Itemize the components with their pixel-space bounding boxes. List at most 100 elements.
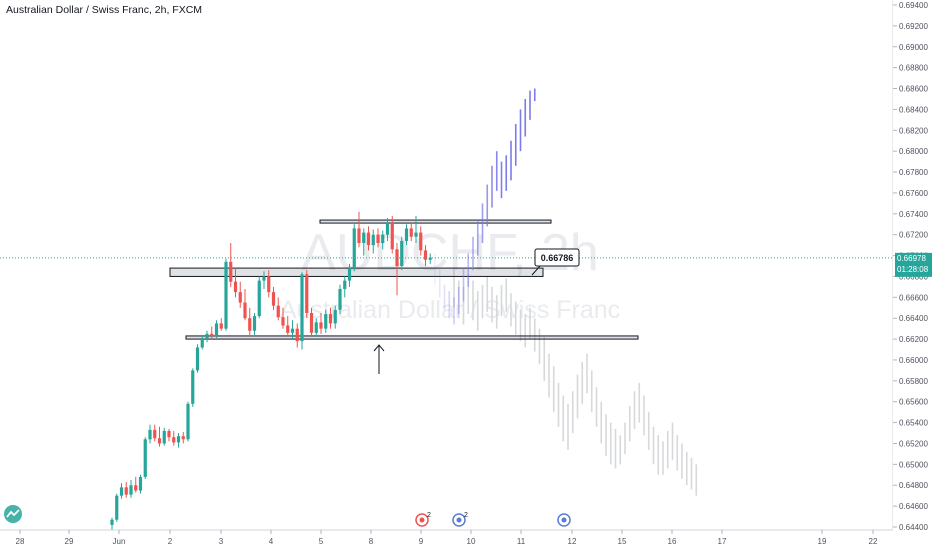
- candle: [338, 284, 342, 315]
- event-count-label: 2: [464, 512, 468, 519]
- time-tick-label: 8: [369, 537, 374, 546]
- time-tick-label: 11: [517, 537, 526, 546]
- candle: [219, 318, 223, 331]
- candle: [400, 236, 404, 271]
- price-tick-label: 0.66400: [899, 314, 928, 323]
- candle: [124, 482, 128, 498]
- candle: [238, 281, 242, 308]
- candle: [143, 437, 147, 479]
- support-resistance-zones[interactable]: [169, 219, 639, 340]
- time-tick-label: 10: [467, 537, 476, 546]
- bar-countdown-label: 01:28:08: [897, 265, 929, 274]
- candle: [409, 222, 413, 241]
- last-price-label: 0.66978: [897, 254, 926, 263]
- price-tick-label: 0.65600: [899, 398, 928, 407]
- candle: [200, 334, 204, 350]
- candle: [300, 272, 304, 350]
- price-tick-label: 0.67400: [899, 210, 928, 219]
- candle: [419, 226, 423, 256]
- candle: [328, 307, 333, 329]
- candle: [305, 270, 309, 319]
- candle: [229, 243, 233, 287]
- candle: [248, 307, 252, 337]
- price-tick-label: 0.66800: [899, 272, 928, 281]
- candle: [110, 517, 114, 531]
- up-arrow-annotation[interactable]: [373, 344, 385, 374]
- time-tick-label: 12: [568, 537, 577, 546]
- candles: [110, 211, 432, 531]
- price-tick-label: 0.65000: [899, 460, 928, 469]
- zone-rectangle[interactable]: [319, 219, 552, 224]
- time-tick-label: 16: [668, 537, 677, 546]
- time-tick-label: Jun: [113, 537, 126, 546]
- economic-event-marker[interactable]: [557, 513, 571, 527]
- price-tick-label: 0.67800: [899, 168, 928, 177]
- zone-rectangle[interactable]: [185, 335, 639, 340]
- candle: [176, 433, 181, 448]
- price-tick-label: 0.68200: [899, 126, 928, 135]
- zone-rectangle[interactable]: [169, 267, 544, 277]
- candle: [167, 428, 171, 442]
- symbol-title: Australian Dollar / Swiss Franc, 2h, FXC…: [6, 4, 203, 16]
- time-tick-label: 9: [419, 537, 424, 546]
- price-tick-label: 0.65800: [899, 377, 928, 386]
- candle: [366, 226, 371, 251]
- candle: [390, 215, 394, 254]
- price-tick-label: 0.68800: [899, 64, 928, 73]
- price-tick-label: 0.65400: [899, 419, 928, 428]
- candle: [381, 230, 385, 250]
- candle: [157, 426, 162, 447]
- candle: [243, 288, 247, 321]
- candle: [276, 297, 280, 321]
- time-tick-label: 22: [869, 537, 878, 546]
- candle: [252, 312, 257, 335]
- candle: [224, 258, 228, 331]
- candle: [309, 307, 314, 337]
- candle: [347, 263, 352, 287]
- price-callout-label: 0.66786: [541, 253, 574, 263]
- price-tick-label: 0.64600: [899, 502, 928, 511]
- candle: [162, 427, 166, 446]
- candle: [371, 229, 375, 254]
- price-tick-label: 0.66000: [899, 356, 928, 365]
- candle: [333, 305, 337, 329]
- candle: [324, 309, 328, 333]
- time-tick-label: 19: [818, 537, 827, 546]
- price-tick-label: 0.66600: [899, 293, 928, 302]
- candle: [181, 431, 185, 444]
- candle: [214, 320, 219, 339]
- price-tick-label: 0.68000: [899, 147, 928, 156]
- candle: [414, 215, 418, 244]
- candle: [281, 307, 285, 329]
- candle: [262, 271, 266, 289]
- economic-event-marker[interactable]: 2: [415, 512, 431, 527]
- candle: [376, 228, 380, 248]
- candle: [210, 326, 214, 340]
- time-tick-label: 29: [65, 537, 74, 546]
- candle: [191, 368, 195, 407]
- event-count-label: 2: [427, 512, 431, 519]
- economic-event-marker[interactable]: 2: [452, 512, 468, 527]
- candle: [186, 401, 190, 442]
- price-tick-label: 0.69000: [899, 43, 928, 52]
- price-tick-label: 0.68400: [899, 105, 928, 114]
- candle: [205, 330, 209, 343]
- price-tick-label: 0.68600: [899, 85, 928, 94]
- candle: [362, 228, 366, 256]
- tradingview-logo[interactable]: [4, 505, 22, 523]
- candle: [267, 270, 271, 298]
- candle: [319, 312, 323, 334]
- candle: [385, 217, 390, 241]
- candle: [357, 211, 361, 248]
- candle: [404, 224, 409, 246]
- candle: [314, 318, 318, 337]
- candle: [129, 480, 133, 498]
- time-tick-label: 4: [269, 537, 274, 546]
- price-callout[interactable]: 0.66786: [531, 248, 580, 276]
- time-axis[interactable]: 28 29 Jun 2 3 4 5 8 9 10 11 12 15 16 17 19 22: [16, 530, 878, 546]
- candle: [257, 276, 261, 319]
- projection-bars: [434, 88, 536, 325]
